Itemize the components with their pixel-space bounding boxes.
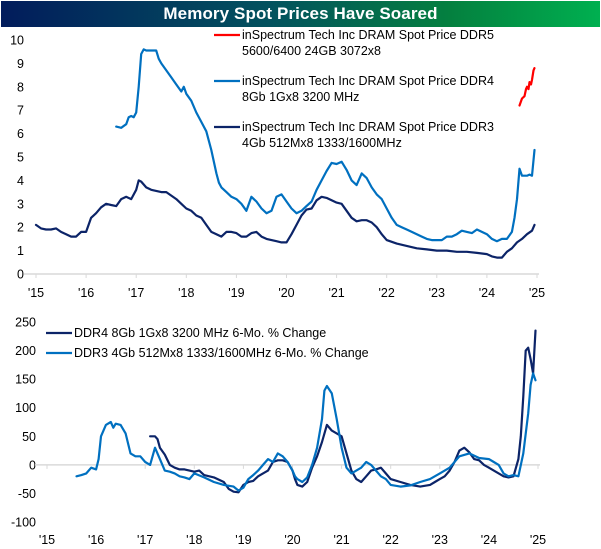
legend-label: DDR4 8Gb 1Gx8 3200 MHz 6-Mo. % Change [74,326,326,340]
legend-label: 8Gb 1Gx8 3200 MHz [242,90,359,104]
y-tick-label: 9 [17,57,24,71]
x-tick-label: '20 [284,533,300,547]
chart-title: Memory Spot Prices Have Soared [163,4,438,23]
legend-label: 4Gb 512Mx8 1333/1600MHz [242,136,402,150]
x-tick-label: '16 [88,533,104,547]
y-tick-label: 10 [10,34,24,48]
x-tick-label: '24 [481,533,497,547]
top-series-group [34,48,536,259]
x-tick-label: '25 [529,286,545,300]
y-tick-label: 1 [17,244,24,258]
top-x-axis-ticks: '15 '16 '17 '18 '19 '20 '21 '22 '23 '24 '25 [28,286,545,300]
top-legend: inSpectrum Tech Inc DRAM Spot Price DDR5… [214,28,494,150]
legend-label: inSpectrum Tech Inc DRAM Spot Price DDR5 [242,28,494,42]
x-tick-label: '15 [28,286,44,300]
x-tick-label: '16 [78,286,94,300]
bottom-x-axis [35,464,540,469]
y-tick-label: 6 [17,127,24,141]
x-tick-label: '24 [479,286,495,300]
bottom-x-axis-ticks: '15 '16 '17 '18 '19 '20 '21 '22 '23 '24 '25 [39,533,546,547]
y-tick-label: 0 [29,458,36,472]
x-tick-label: '19 [228,286,244,300]
series-line-3 [34,179,536,259]
series-line-2 [115,48,536,243]
x-tick-label: '22 [379,286,395,300]
y-tick-label: -50 [18,487,36,501]
legend-item: DDR3 4Gb 512Mx8 1333/1600MHz 6-Mo. % Cha… [46,346,369,360]
y-tick-label: 8 [17,80,24,94]
legend-label: inSpectrum Tech Inc DRAM Spot Price DDR3 [242,120,494,134]
top-chart-price-panel: 0 1 2 3 4 5 6 7 8 9 10 '15 '16 '17 '18 '19 '20 '21 '22 '23… [10,28,545,300]
x-tick-label: '21 [328,286,344,300]
legend-item: inSpectrum Tech Inc DRAM Spot Price DDR5… [214,28,494,58]
series-line-2 [75,372,537,492]
top-y-axis-ticks: 0 1 2 3 4 5 6 7 8 9 10 [10,34,24,282]
legend-label: 5600/6400 24GB 3072x8 [242,44,381,58]
y-tick-label: 5 [17,151,24,165]
y-tick-label: 2 [17,221,24,235]
x-tick-label: '23 [432,533,448,547]
y-tick-label: 100 [15,401,36,415]
series-line-1 [518,66,536,107]
legend-item: inSpectrum Tech Inc DRAM Spot Price DDR3… [214,120,494,150]
legend-item: DDR4 8Gb 1Gx8 3200 MHz 6-Mo. % Change [46,326,326,340]
top-x-axis [24,273,539,278]
x-tick-label: '18 [178,286,194,300]
x-tick-label: '20 [278,286,294,300]
legend-label: inSpectrum Tech Inc DRAM Spot Price DDR4 [242,74,494,88]
chart-title-banner: Memory Spot Prices Have Soared [1,1,600,27]
x-tick-label: '17 [128,286,144,300]
y-tick-label: 7 [17,104,24,118]
series-line-1 [149,329,537,494]
x-tick-label: '22 [383,533,399,547]
bottom-legend: DDR4 8Gb 1Gx8 3200 MHz 6-Mo. % Change DDR… [46,326,369,360]
y-tick-label: 0 [17,268,24,282]
x-tick-label: '18 [186,533,202,547]
x-tick-label: '25 [530,533,546,547]
x-tick-label: '19 [235,533,251,547]
x-tick-label: '17 [137,533,153,547]
y-tick-label: 4 [17,174,24,188]
y-tick-label: 250 [15,316,36,330]
bottom-y-axis-ticks: -100 -50 0 50 100 150 200 250 [11,316,36,530]
x-tick-label: '15 [39,533,55,547]
y-tick-label: 200 [15,344,36,358]
x-tick-label: '21 [333,533,349,547]
x-tick-label: '23 [429,286,445,300]
y-tick-label: 150 [15,373,36,387]
bottom-chart-change-panel: -100 -50 0 50 100 150 200 250 '15 '16 '17 '18 '19 '2… [11,316,546,548]
y-tick-label: 3 [17,197,24,211]
y-tick-label: -100 [11,516,36,530]
legend-item: inSpectrum Tech Inc DRAM Spot Price DDR4… [214,74,494,104]
y-tick-label: 50 [22,430,36,444]
bottom-series-group [75,329,537,494]
legend-label: DDR3 4Gb 512Mx8 1333/1600MHz 6-Mo. % Cha… [74,346,369,360]
